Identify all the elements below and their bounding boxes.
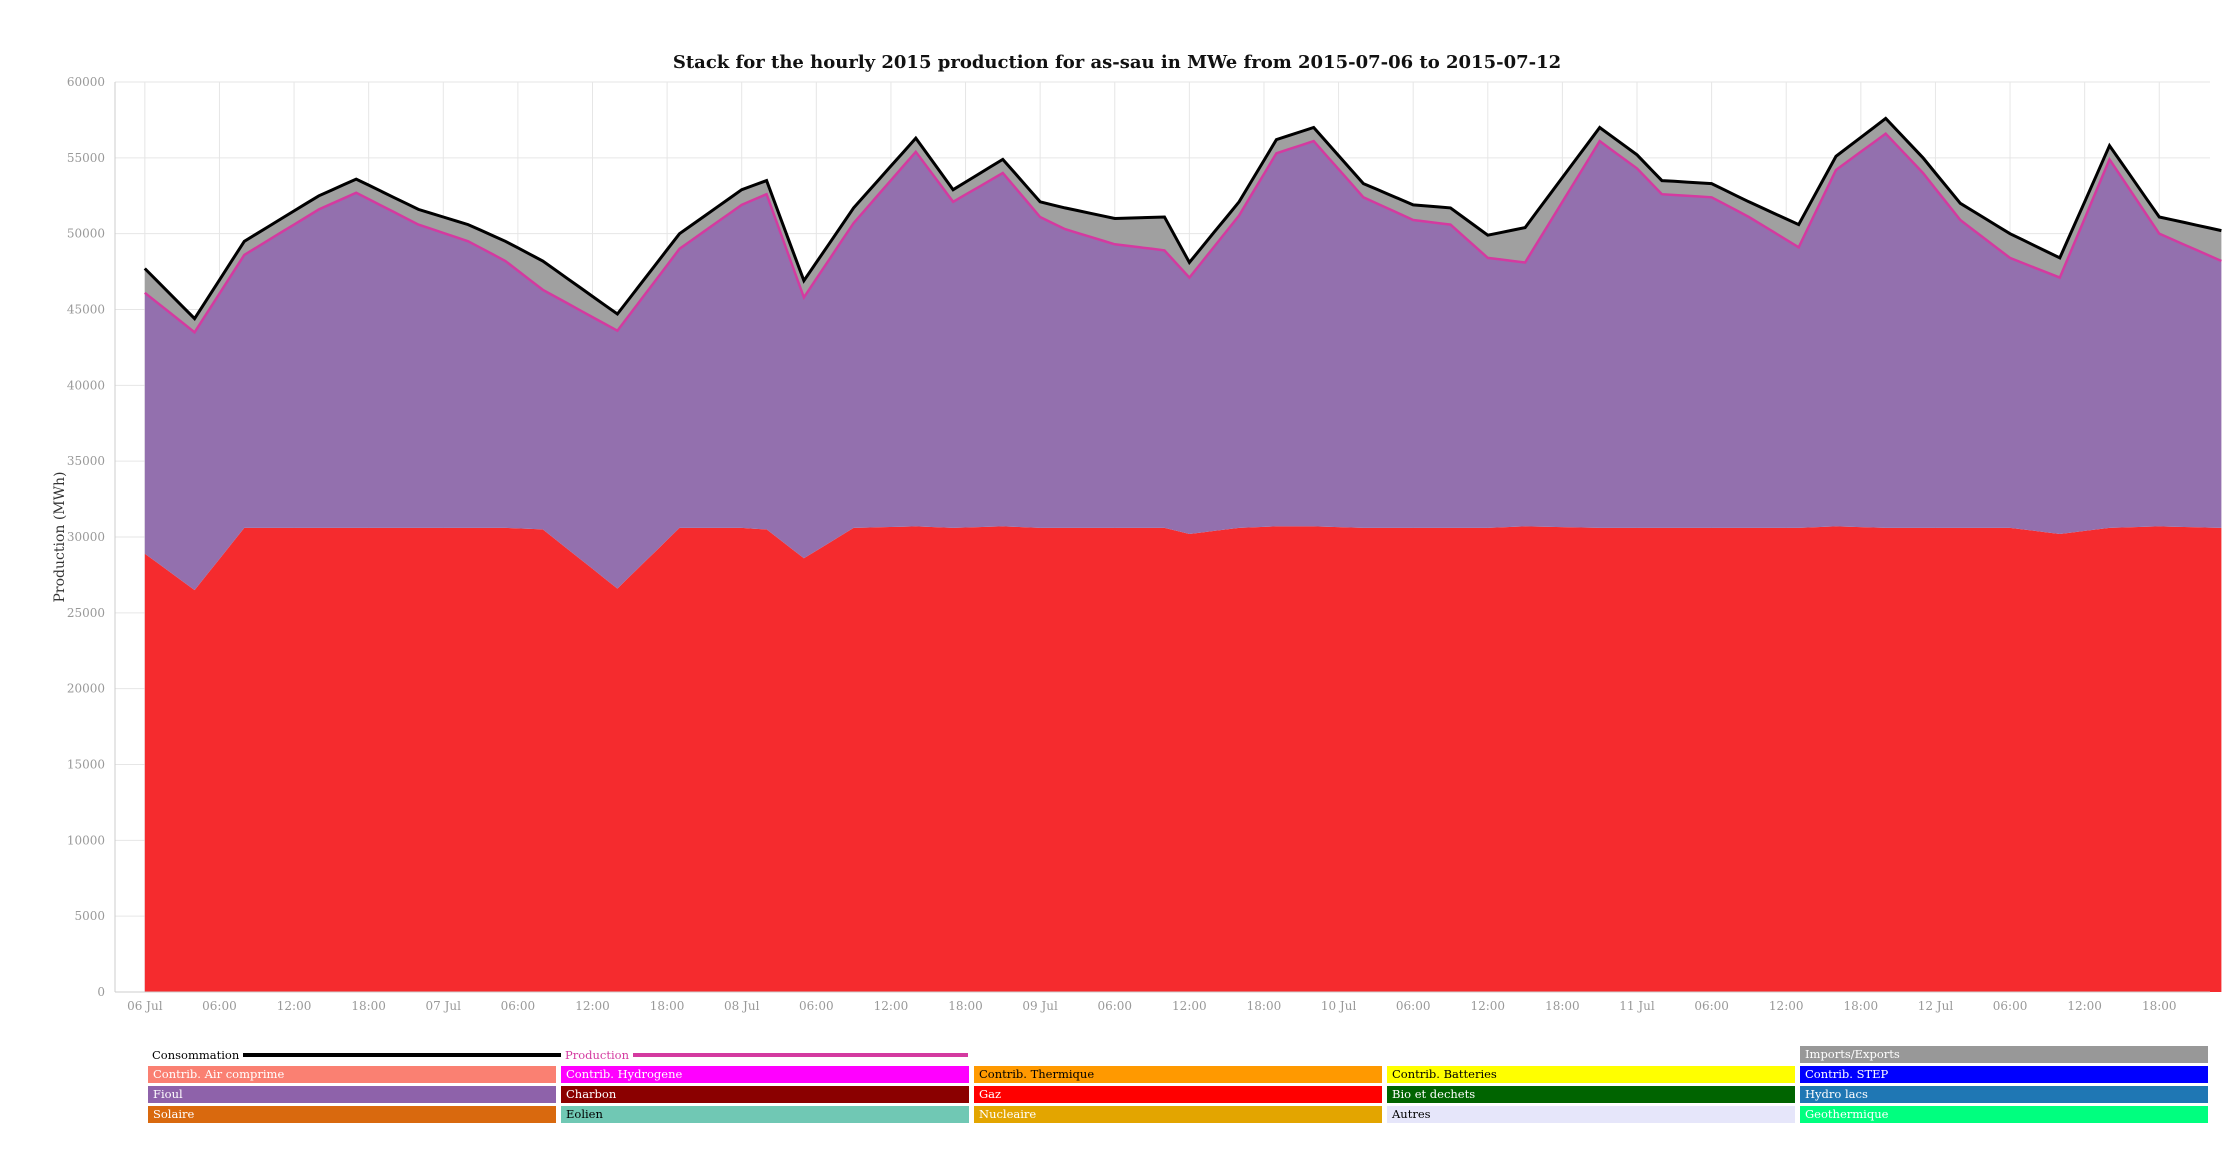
y-tick-label: 15000 bbox=[67, 758, 105, 772]
x-tick-label: 12:00 bbox=[277, 999, 312, 1013]
y-tick-label: 10000 bbox=[67, 833, 105, 847]
chart-title: Stack for the hourly 2015 production for… bbox=[673, 52, 1561, 73]
x-tick-label: 18:00 bbox=[1545, 999, 1580, 1013]
x-tick-label: 09 Jul bbox=[1022, 999, 1058, 1013]
x-tick-label: 06:00 bbox=[1993, 999, 2028, 1013]
x-tick-label: 12:00 bbox=[1172, 999, 1207, 1013]
y-tick-label: 5000 bbox=[74, 909, 105, 923]
x-tick-label: 06 Jul bbox=[127, 999, 163, 1013]
y-tick-label: 30000 bbox=[67, 530, 105, 544]
x-tick-label: 12:00 bbox=[874, 999, 909, 1013]
x-tick-label: 18:00 bbox=[351, 999, 386, 1013]
x-tick-label: 06:00 bbox=[1396, 999, 1431, 1013]
y-tick-label: 20000 bbox=[67, 682, 105, 696]
y-axis-label: Production (MWh) bbox=[52, 471, 68, 602]
x-tick-label: 18:00 bbox=[2142, 999, 2177, 1013]
x-tick-label: 18:00 bbox=[1247, 999, 1282, 1013]
area-imports-exports bbox=[144, 118, 2222, 333]
x-tick-label: 12:00 bbox=[575, 999, 610, 1013]
x-tick-label: 12:00 bbox=[2067, 999, 2102, 1013]
x-tick-label: 12:00 bbox=[1769, 999, 1804, 1013]
y-tick-label: 60000 bbox=[67, 75, 105, 89]
x-tick-label: 06:00 bbox=[501, 999, 536, 1013]
consumption-line bbox=[143, 116, 2222, 321]
x-tick-label: 12:00 bbox=[1470, 999, 1505, 1013]
y-tick-label: 0 bbox=[97, 985, 105, 999]
x-tick-label: 06:00 bbox=[1097, 999, 1132, 1013]
x-tick-label: 06:00 bbox=[202, 999, 237, 1013]
x-tick-label: 06:00 bbox=[1694, 999, 1729, 1013]
y-tick-label: 35000 bbox=[67, 454, 105, 468]
x-tick-label: 18:00 bbox=[948, 999, 983, 1013]
x-tick-label: 12 Jul bbox=[1918, 999, 1954, 1013]
y-tick-label: 50000 bbox=[67, 227, 105, 241]
area-fioul bbox=[144, 133, 2222, 591]
production-line bbox=[144, 131, 2222, 335]
x-tick-label: 08 Jul bbox=[724, 999, 760, 1013]
y-tick-label: 45000 bbox=[67, 303, 105, 317]
x-tick-label: 06:00 bbox=[799, 999, 834, 1013]
x-tick-label: 10 Jul bbox=[1321, 999, 1357, 1013]
x-tick-label: 11 Jul bbox=[1619, 999, 1655, 1013]
area-gaz bbox=[144, 526, 2222, 992]
x-tick-label: 18:00 bbox=[1844, 999, 1879, 1013]
y-tick-label: 25000 bbox=[67, 606, 105, 620]
y-tick-label: 40000 bbox=[67, 378, 105, 392]
y-tick-label: 55000 bbox=[67, 151, 105, 165]
x-tick-label: 18:00 bbox=[650, 999, 685, 1013]
x-tick-label: 07 Jul bbox=[426, 999, 462, 1013]
